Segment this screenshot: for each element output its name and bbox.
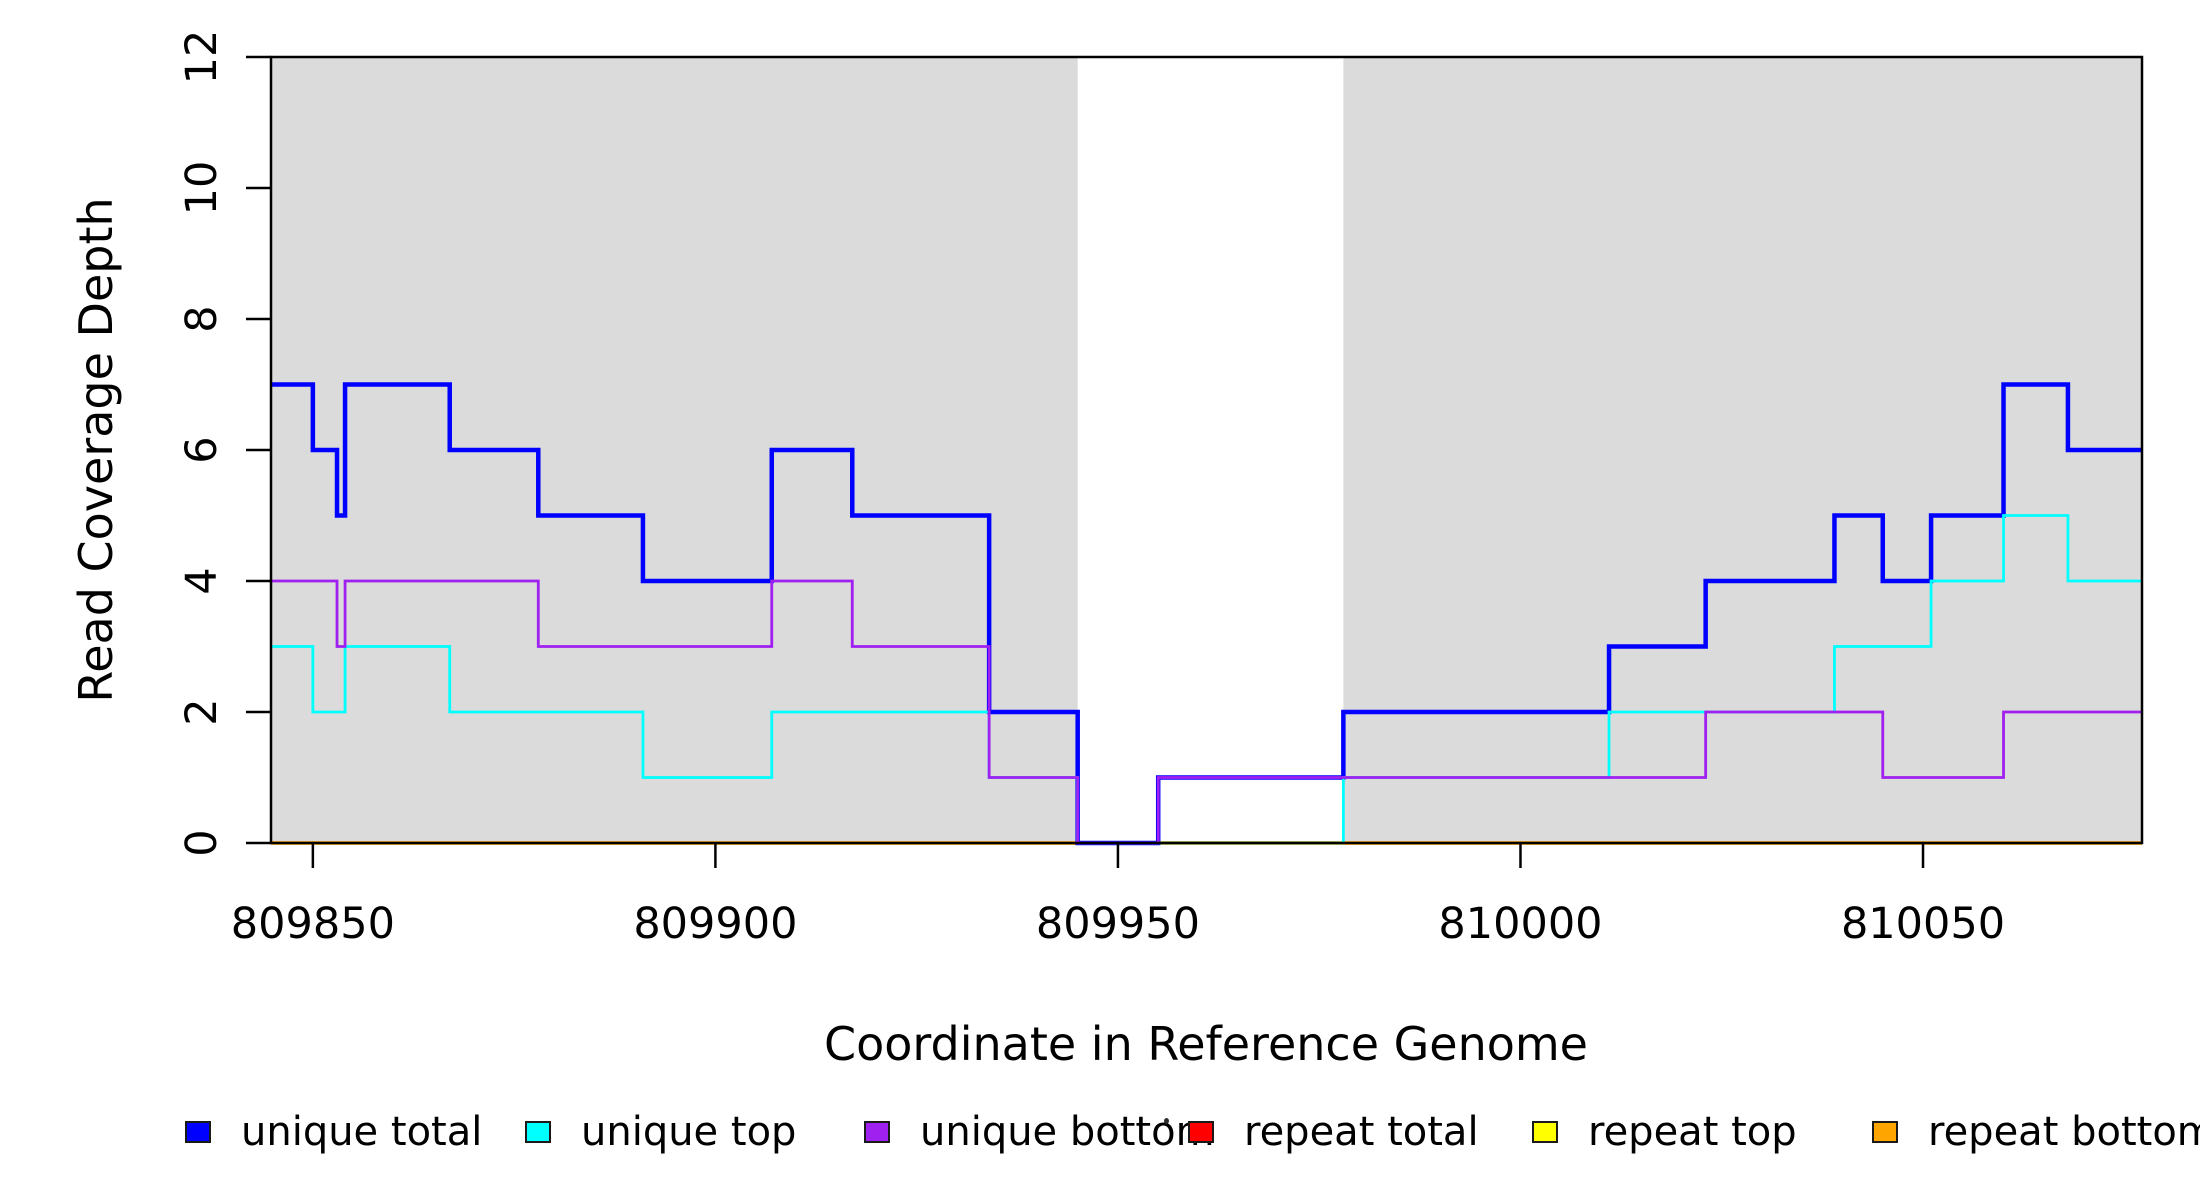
legend-swatch-repeat-top [1532, 1121, 1558, 1143]
legend-stray-dot [1164, 1118, 1169, 1124]
legend-swatch-unique-bottom [864, 1121, 890, 1143]
x-axis-title: Coordinate in Reference Genome [824, 1017, 1588, 1071]
x-tick-label: 810050 [1841, 899, 2005, 949]
legend: unique total unique top unique bottom repea… [0, 1112, 2200, 1172]
legend-item-unique-total: unique total [185, 1112, 482, 1152]
y-tick-label: 0 [177, 829, 227, 856]
x-tick-labels: 809850 809900 809950 810000 810050 [231, 899, 2005, 949]
legend-label: repeat total [1244, 1109, 1479, 1155]
x-tick-label: 809850 [231, 899, 395, 949]
legend-swatch-repeat-bottom [1872, 1121, 1898, 1143]
legend-item-unique-bottom: unique bottom [864, 1112, 1215, 1152]
y-axis-ticks [246, 55, 271, 845]
legend-swatch-unique-total [185, 1121, 211, 1143]
y-tick-label: 2 [177, 698, 227, 725]
legend-label: unique total [241, 1109, 483, 1155]
legend-item-repeat-bottom: repeat bottom [1872, 1112, 2200, 1152]
coverage-band [1343, 57, 2142, 843]
x-tick-label: 809900 [633, 899, 797, 949]
x-tick-label: 809950 [1036, 899, 1200, 949]
series-unique-bottom [271, 579, 2142, 845]
y-tick-labels: 0 2 4 6 8 10 12 [177, 30, 227, 857]
legend-item-unique-top: unique top [525, 1112, 796, 1152]
coverage-band [271, 57, 1078, 843]
legend-label: repeat bottom [1928, 1109, 2200, 1155]
background-bands [271, 57, 2142, 843]
legend-item-repeat-total: repeat total [1188, 1112, 1479, 1152]
legend-label: unique top [581, 1109, 797, 1155]
y-tick-label: 4 [177, 567, 227, 594]
legend-swatch-unique-top [525, 1121, 551, 1143]
y-axis-title: Read Coverage Depth [69, 197, 123, 702]
legend-swatch-repeat-total [1188, 1121, 1214, 1143]
legend-label: repeat top [1588, 1109, 1797, 1155]
x-axis-ticks [311, 843, 1925, 868]
x-tick-label: 810000 [1438, 899, 1602, 949]
y-tick-label: 10 [177, 161, 227, 216]
legend-item-repeat-top: repeat top [1532, 1112, 1797, 1152]
y-tick-label: 6 [177, 436, 227, 463]
y-tick-label: 8 [177, 305, 227, 332]
y-tick-label: 12 [177, 30, 227, 85]
legend-label: unique bottom [920, 1109, 1215, 1155]
